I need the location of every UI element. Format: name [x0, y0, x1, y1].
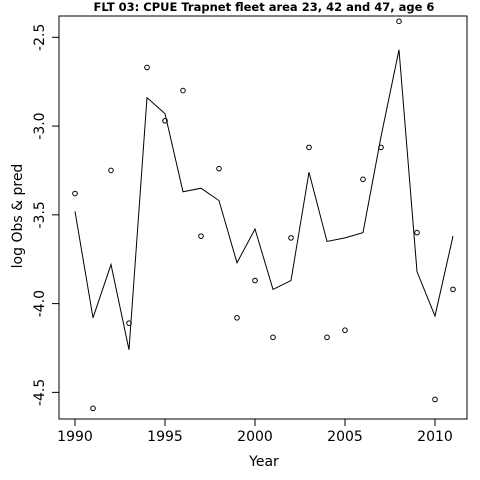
obs-point: [108, 167, 114, 174]
pred-line: [74, 49, 454, 350]
obs-point: [360, 176, 366, 183]
obs-point: [72, 190, 78, 197]
obs-point: [180, 87, 186, 94]
x-axis-label: Year: [248, 454, 279, 470]
plot-frame: [58, 15, 468, 420]
y-tick-label: -4.0: [32, 290, 48, 317]
y-tick-label: -2.5: [32, 24, 48, 51]
obs-point: [324, 334, 330, 341]
y-tick-label: -4.5: [32, 379, 48, 406]
obs-point: [378, 144, 384, 151]
obs-point: [288, 235, 294, 241]
x-tick-label: 1995: [147, 429, 183, 445]
x-tick-label: 1990: [57, 429, 93, 445]
obs-point: [234, 315, 240, 321]
y-axis: -4.5 -4.0 -3.5 -3.0 -2.5: [32, 24, 59, 406]
chart-title: FLT 03: CPUE Trapnet fleet area 23, 42 a…: [94, 0, 435, 14]
x-tick-label: 2005: [327, 429, 363, 445]
obs-point: [396, 18, 402, 25]
obs-point: [162, 117, 168, 124]
obs-point: [126, 320, 132, 326]
x-axis: 1990 1995 2000 2005 2010: [57, 419, 453, 445]
obs-point: [306, 144, 312, 151]
y-tick-label: -3.5: [32, 201, 48, 228]
obs-points: [72, 18, 456, 412]
obs-point: [198, 233, 204, 239]
obs-point: [90, 405, 96, 412]
obs-point: [432, 396, 438, 403]
obs-point: [216, 165, 222, 172]
obs-point: [252, 277, 258, 284]
x-tick-label: 2010: [417, 429, 453, 445]
obs-point: [450, 286, 456, 293]
obs-point: [270, 334, 276, 341]
obs-point: [144, 64, 150, 71]
obs-point: [414, 229, 420, 236]
y-tick-label: -3.0: [32, 112, 48, 139]
x-tick-label: 2000: [237, 429, 273, 445]
y-axis-label: log Obs & pred: [10, 164, 26, 269]
obs-point: [342, 327, 348, 334]
